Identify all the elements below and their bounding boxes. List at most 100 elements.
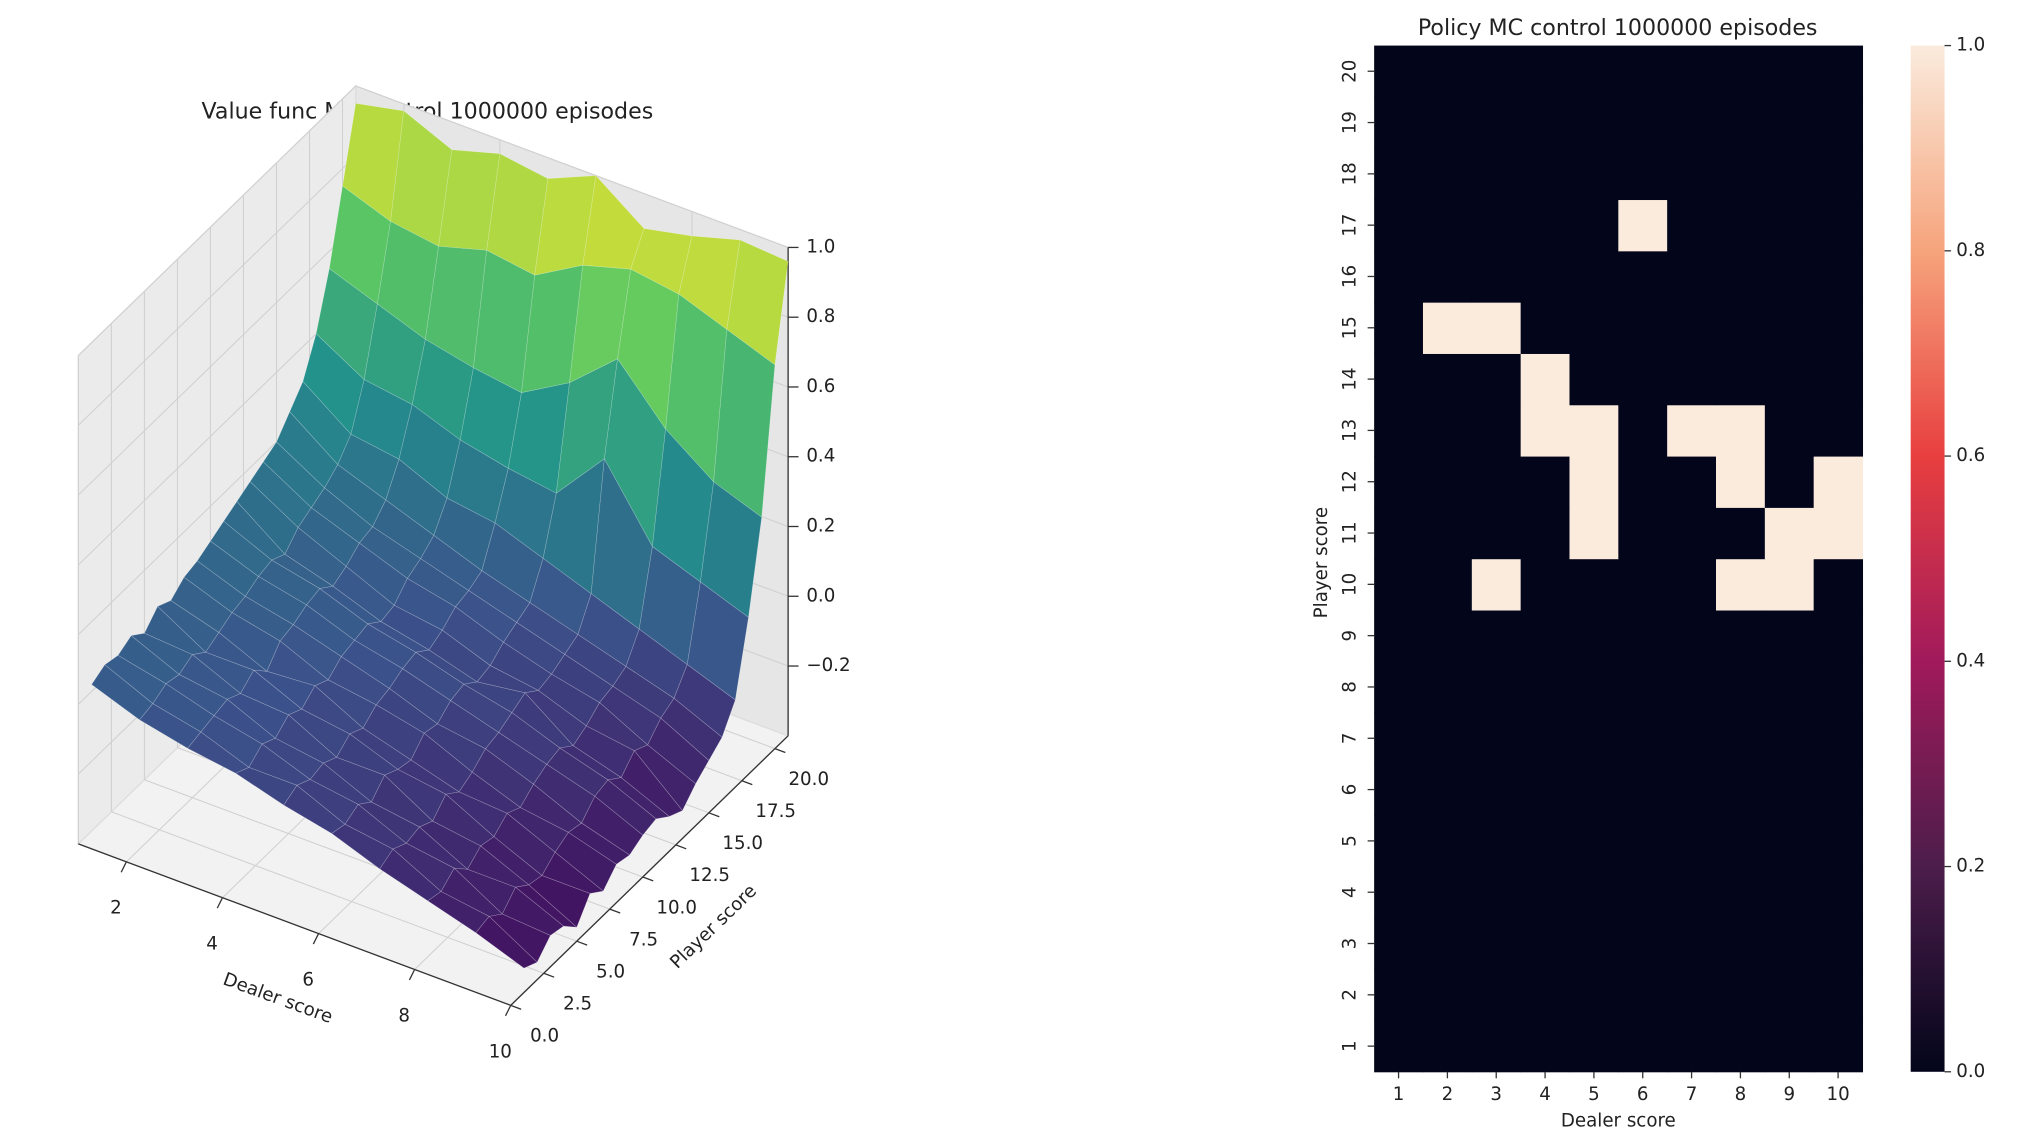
heatmap-cell [1471,250,1522,303]
x-tick [504,1005,512,1017]
heatmap-cell [1667,815,1717,868]
heatmap-cell [1422,815,1473,868]
heatmap-cell [1422,456,1473,508]
x-tick-label: 3 [1490,1084,1502,1105]
colorbar-tick-label: 0.2 [1956,856,1985,877]
heatmap-cell [1520,404,1571,457]
y-tick-label: 15.0 [722,833,763,854]
heatmap-cell [1618,917,1668,970]
heatmap-cell [1422,609,1473,662]
y-tick-label: 17.5 [755,801,796,822]
y-tick-label: 10.0 [656,897,697,918]
y-tick-label: 6 [1340,784,1361,796]
heatmap-cell [1520,866,1571,919]
heatmap-cell [1520,45,1571,98]
heatmap-cell [1569,866,1619,919]
heatmap-cell [1520,456,1571,508]
heatmap-cell [1374,609,1424,662]
heatmap-cell [1422,96,1473,149]
heatmap-cell [1764,404,1815,457]
surface-patch [726,239,789,366]
y-tick-label: 7 [1340,732,1361,744]
colorbar-tick-label: 0.0 [1956,1061,1985,1082]
heatmap-cell [1715,763,1766,816]
heatmap-cell [1374,558,1424,611]
heatmap-cell [1422,404,1473,457]
heatmap-cell [1569,763,1619,816]
heatmap-cell [1618,1020,1668,1073]
x-tick [408,969,416,981]
x-tick-label: 10 [1826,1084,1849,1105]
heatmap-cell [1569,353,1619,406]
heatmap-cell [1764,250,1815,303]
heatmap-cell [1764,302,1815,354]
heatmap-cell [1667,507,1717,560]
y-tick-label: 14 [1340,368,1361,391]
heatmap-cell [1715,45,1766,98]
x-tick-label: 8 [398,1005,410,1026]
heatmap-cell [1471,609,1522,662]
heatmap-cell [1569,1020,1619,1073]
heatmap-cell [1813,712,1864,765]
heatmap-cell [1422,558,1473,611]
heatmap-cell [1813,148,1864,201]
heatmap-cell [1667,404,1717,457]
heatmap-cell [1374,353,1424,406]
heatmap-cell [1667,866,1717,919]
heatmap-cell [1667,661,1717,714]
heatmap-cell [1471,507,1522,560]
y-tick-label: 17 [1340,214,1361,237]
z-tick-label: 0.6 [806,376,835,397]
y-tick-label: 15 [1340,316,1361,339]
y-tick-label: 8 [1340,681,1361,693]
heatmap-cell [1667,558,1717,611]
heatmap-cell [1374,456,1424,508]
heatmap-cell [1569,712,1619,765]
heatmap-cell [1471,917,1522,970]
heatmap-cell [1618,712,1668,765]
y-tick [543,972,555,978]
heatmap-cell [1618,815,1668,868]
heatmap-cell [1618,302,1668,354]
heatmap-cell [1422,712,1473,765]
heatmap-cell [1520,609,1571,662]
heatmap-cell [1569,45,1619,98]
heatmap-cell [1618,763,1668,816]
y-tick-label: 2.5 [563,994,592,1015]
heatmap-cell [1422,661,1473,714]
heatmap-cell [1422,250,1473,303]
y-tick-label: 13 [1340,419,1361,442]
heatmap-cell [1471,763,1522,816]
heatmap-cell [1520,969,1571,1022]
heatmap-cell [1422,969,1473,1022]
heatmap-cell [1569,507,1619,560]
heatmap-cell [1715,96,1766,149]
y-axis-label: Player score [666,881,761,974]
heatmap-cell [1618,456,1668,508]
heatmap-cell [1374,1020,1424,1073]
heatmap-cell [1569,404,1619,457]
heatmap-cell [1520,763,1571,816]
y-tick-label: 0.0 [530,1026,559,1047]
heatmap-cell [1374,199,1424,252]
x-tick-label: 5 [1588,1084,1600,1105]
x-tick [312,933,320,945]
heatmap-cell [1471,456,1522,508]
heatmap-cell [1569,96,1619,149]
heatmap-cell [1422,866,1473,919]
heatmap-cell [1618,250,1668,303]
heatmap-cell [1764,456,1815,508]
heatmap-cell [1764,969,1815,1022]
heatmap-cell [1715,353,1766,406]
heatmap-title: Policy MC control 1000000 episodes [1418,15,1818,41]
heatmap-cell [1764,558,1815,611]
colorbar-tick-label: 0.4 [1956,650,1985,671]
heatmap-cell [1422,917,1473,970]
heatmap-cell [1520,661,1571,714]
surface-patch [647,717,710,785]
heatmap-cell [1422,353,1473,406]
heatmap-cell [1813,866,1864,919]
heatmap-cell [1422,302,1473,354]
